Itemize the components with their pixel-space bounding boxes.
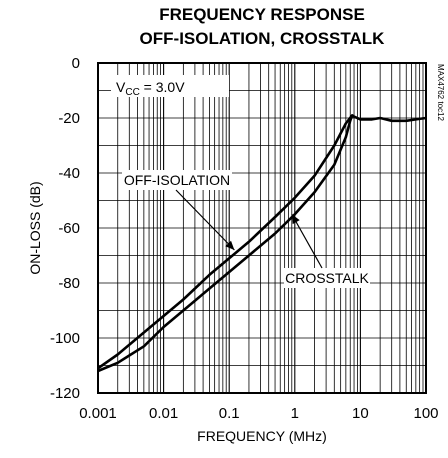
x-tick-label: 1 (291, 405, 299, 422)
grid (98, 63, 426, 393)
x-axis-label: FREQUENCY (MHz) (197, 428, 327, 444)
series-line-off-isolation (97, 114, 354, 370)
x-tick-labels: 0.001 0.01 0.1 1 10 100 (79, 405, 438, 422)
x-tick-label: 10 (352, 405, 369, 422)
off-isolation-label-bg (122, 170, 232, 190)
crosstalk-arrowhead (291, 214, 300, 225)
off-isolation-label: OFF-ISOLATION (124, 172, 230, 188)
crosstalk-label: CROSSTALK (285, 270, 369, 286)
off-isolation-arrowhead (225, 240, 235, 250)
y-tick-label: -80 (58, 275, 80, 292)
series-line-crosstalk (97, 114, 427, 373)
x-tick-label: 100 (413, 405, 438, 422)
condition-label: VCC = 3.0V (116, 79, 185, 98)
y-tick-label: 0 (72, 55, 80, 72)
x-tick-label: 0.001 (79, 405, 117, 422)
plot-frame (97, 62, 427, 394)
y-tick-label: -100 (50, 330, 80, 347)
chart-title-line2: OFF-ISOLATION, CROSSTALK (140, 29, 386, 48)
y-tick-label: -60 (58, 220, 80, 237)
y-tick-label: -120 (50, 385, 80, 402)
x-tick-label: 0.1 (219, 405, 240, 422)
y-axis-label: ON-LOSS (dB) (27, 181, 43, 274)
crosstalk-label-bg (284, 268, 370, 288)
y-tick-label: -20 (58, 110, 80, 127)
condition-label-bg (111, 75, 229, 97)
series-group (97, 114, 427, 373)
off-isolation-arrow (175, 189, 235, 251)
y-tick-labels: 0 -20 -40 -60 -80 -100 -120 (50, 55, 80, 402)
x-tick-label: 0.01 (149, 405, 178, 422)
chart-title-line1: FREQUENCY RESPONSE (159, 5, 365, 24)
crosstalk-arrow (291, 213, 323, 269)
watermark: MAX4762 toc12 (436, 64, 445, 121)
y-tick-label: -40 (58, 165, 80, 182)
